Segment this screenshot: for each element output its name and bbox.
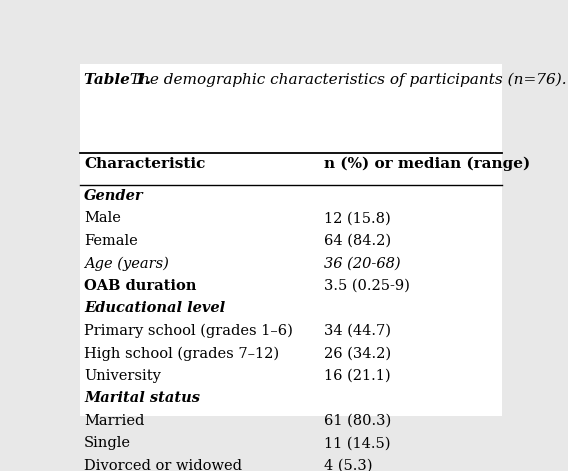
Text: Characteristic: Characteristic <box>84 157 206 171</box>
FancyBboxPatch shape <box>80 64 502 415</box>
Text: OAB duration: OAB duration <box>84 279 197 293</box>
Text: Divorced or widowed: Divorced or widowed <box>84 459 242 471</box>
Text: Table 1.: Table 1. <box>84 73 151 87</box>
Text: Gender: Gender <box>84 189 144 203</box>
Text: 34 (44.7): 34 (44.7) <box>324 324 391 338</box>
Text: 12 (15.8): 12 (15.8) <box>324 211 391 226</box>
Text: 36 (20-68): 36 (20-68) <box>324 256 401 270</box>
Text: Age (years): Age (years) <box>84 256 169 271</box>
Text: 4 (5.3): 4 (5.3) <box>324 459 373 471</box>
Text: The demographic characteristics of participants (n=76).: The demographic characteristics of parti… <box>125 73 566 87</box>
Text: Married: Married <box>84 414 145 428</box>
Text: Female: Female <box>84 234 138 248</box>
Text: 26 (34.2): 26 (34.2) <box>324 346 391 360</box>
Text: 16 (21.1): 16 (21.1) <box>324 369 391 383</box>
Text: 11 (14.5): 11 (14.5) <box>324 436 391 450</box>
Text: High school (grades 7–12): High school (grades 7–12) <box>84 346 279 361</box>
Text: 61 (80.3): 61 (80.3) <box>324 414 391 428</box>
Text: Single: Single <box>84 436 131 450</box>
Text: n (%) or median (range): n (%) or median (range) <box>324 157 531 171</box>
Text: Primary school (grades 1–6): Primary school (grades 1–6) <box>84 324 293 338</box>
Text: Male: Male <box>84 211 121 226</box>
Text: Marital status: Marital status <box>84 391 200 405</box>
Text: Educational level: Educational level <box>84 301 225 315</box>
Text: University: University <box>84 369 161 383</box>
Text: 3.5 (0.25-9): 3.5 (0.25-9) <box>324 279 410 293</box>
Text: 64 (84.2): 64 (84.2) <box>324 234 391 248</box>
